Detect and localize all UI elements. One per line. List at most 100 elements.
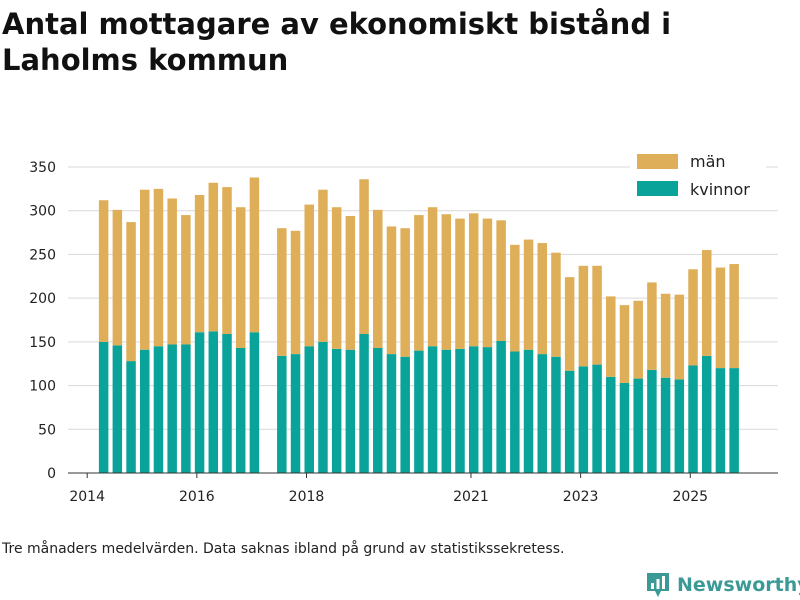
bar-man-23 (427, 207, 438, 347)
bar-kvinnor-21 (400, 356, 410, 473)
bar-man-3 (140, 189, 150, 350)
bar-man-37 (619, 305, 630, 383)
x-tick-label-2021: 2021 (453, 489, 489, 505)
bar-man-19 (373, 209, 383, 348)
bar-kvinnor-42 (688, 365, 698, 473)
bar-kvinnor-8 (208, 331, 219, 473)
bar-man-1 (112, 209, 123, 346)
bar-man-45 (729, 264, 739, 369)
chart-title: Antal mottagare av ekonomiskt bistånd i … (2, 7, 672, 77)
bar-man-17 (345, 215, 356, 350)
bar-kvinnor-41 (674, 379, 685, 473)
bar-kvinnor-32 (551, 356, 561, 473)
bar-kvinnor-37 (619, 382, 630, 473)
bar-kvinnor-20 (386, 354, 397, 473)
bar-kvinnor-25 (455, 348, 465, 473)
bar-kvinnor-4 (153, 346, 164, 473)
bar-kvinnor-31 (537, 354, 547, 473)
bar-kvinnor-34 (578, 366, 589, 473)
bar-man-0 (98, 200, 109, 342)
bar-kvinnor-45 (729, 368, 739, 473)
bar-man-32 (551, 252, 561, 357)
bar-man-28 (496, 220, 506, 341)
y-tick-label-150: 150 (29, 335, 56, 351)
x-tick-label-2018: 2018 (289, 489, 325, 505)
bars (98, 177, 739, 473)
bar-kvinnor-1 (112, 345, 123, 473)
bar-kvinnor-22 (414, 350, 424, 473)
y-tick-label-100: 100 (29, 379, 56, 395)
footnote: Tre månaders medelvärden. Data saknas ib… (2, 541, 565, 557)
bar-man-31 (537, 243, 547, 355)
bar-man-41 (674, 294, 685, 380)
bar-man-14 (304, 204, 314, 347)
bar-kvinnor-28 (496, 340, 506, 473)
legend-label-kvinnor: kvinnor (690, 180, 750, 199)
bar-man-22 (414, 215, 424, 351)
bar-kvinnor-19 (373, 347, 383, 473)
legend-label-man: män (690, 152, 726, 171)
bar-kvinnor-26 (468, 346, 479, 473)
bar-man-39 (647, 282, 657, 370)
bar-man-8 (208, 182, 219, 332)
bar-man-26 (468, 213, 479, 347)
bar-man-4 (153, 188, 164, 347)
bar-man-16 (331, 207, 342, 349)
y-tick-label-250: 250 (29, 247, 56, 263)
bar-man-29 (510, 244, 520, 352)
bar-kvinnor-43 (701, 355, 712, 473)
bar-kvinnor-7 (194, 332, 205, 473)
bar-man-34 (578, 265, 589, 367)
brand-logo[interactable]: Newsworthy (645, 570, 800, 600)
bar-man-11 (249, 177, 260, 333)
legend: män kvinnor (630, 148, 766, 206)
bar-kvinnor-18 (359, 333, 369, 473)
bar-man-30 (523, 239, 534, 350)
bar-man-10 (235, 207, 246, 348)
y-tick-label-350: 350 (29, 160, 56, 176)
bar-man-44 (715, 267, 726, 369)
bar-kvinnor-17 (345, 349, 356, 473)
bar-kvinnor-12 (277, 355, 287, 473)
newsworthy-logo-icon (647, 573, 669, 597)
bar-kvinnor-38 (633, 378, 643, 473)
bar-kvinnor-30 (523, 349, 534, 473)
bar-kvinnor-44 (715, 368, 726, 473)
bar-kvinnor-29 (510, 351, 520, 473)
bar-kvinnor-27 (482, 347, 493, 473)
bar-kvinnor-35 (592, 364, 602, 473)
bar-man-18 (359, 179, 369, 334)
y-tick-label-200: 200 (29, 291, 56, 307)
bar-man-27 (482, 218, 493, 348)
y-tick-label-300: 300 (29, 204, 56, 220)
x-tick-label-2014: 2014 (69, 489, 105, 505)
bar-man-5 (167, 198, 177, 345)
bar-man-40 (660, 293, 671, 378)
bar-kvinnor-16 (331, 348, 342, 473)
bar-kvinnor-10 (235, 347, 246, 473)
bar-man-43 (701, 250, 712, 356)
bar-kvinnor-24 (441, 349, 452, 473)
bar-man-24 (441, 214, 452, 350)
bar-kvinnor-6 (181, 344, 191, 473)
bar-kvinnor-23 (427, 346, 438, 473)
bar-man-33 (564, 277, 575, 371)
bar-kvinnor-36 (606, 376, 616, 473)
bar-kvinnor-3 (140, 349, 150, 473)
bar-kvinnor-33 (564, 370, 575, 473)
y-tick-label-0: 0 (47, 466, 56, 482)
bar-kvinnor-0 (98, 341, 109, 473)
bar-kvinnor-39 (647, 369, 657, 473)
bar-man-21 (400, 228, 410, 357)
bar-man-2 (126, 222, 136, 362)
bar-man-7 (194, 194, 205, 333)
bar-kvinnor-5 (167, 344, 177, 473)
x-tick-label-2025: 2025 (672, 489, 708, 505)
bar-man-12 (277, 228, 287, 356)
bar-man-25 (455, 218, 465, 349)
bar-kvinnor-9 (222, 333, 232, 473)
bar-kvinnor-15 (318, 341, 328, 473)
bar-kvinnor-2 (126, 361, 136, 473)
bar-man-36 (606, 296, 616, 377)
